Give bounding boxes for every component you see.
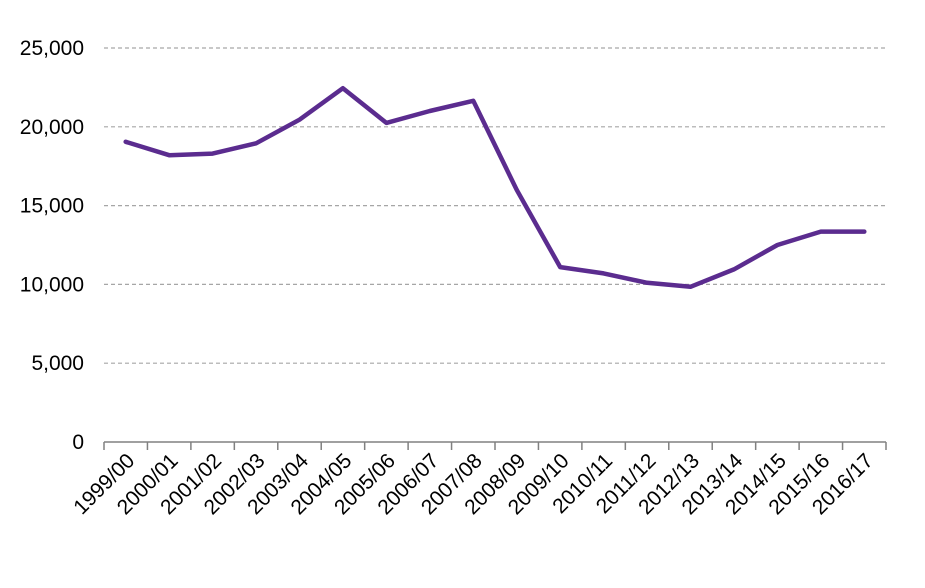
y-axis-tick-labels: 0 5,000 10,000 15,000 20,000 25,000 [20,37,84,454]
y-tick-label: 0 [72,431,84,454]
x-axis-tick-labels: 1999/002000/012001/022002/032003/042004/… [69,449,878,519]
series-line [123,85,867,290]
y-tick-label: 25,000 [20,37,84,60]
y-tick-label: 5,000 [31,352,84,375]
series-layer [123,85,867,290]
x-axis [103,441,887,450]
gridlines [104,47,886,364]
y-tick-label: 10,000 [20,273,84,296]
y-tick-label: 15,000 [20,195,84,218]
y-tick-label: 20,000 [20,116,84,139]
